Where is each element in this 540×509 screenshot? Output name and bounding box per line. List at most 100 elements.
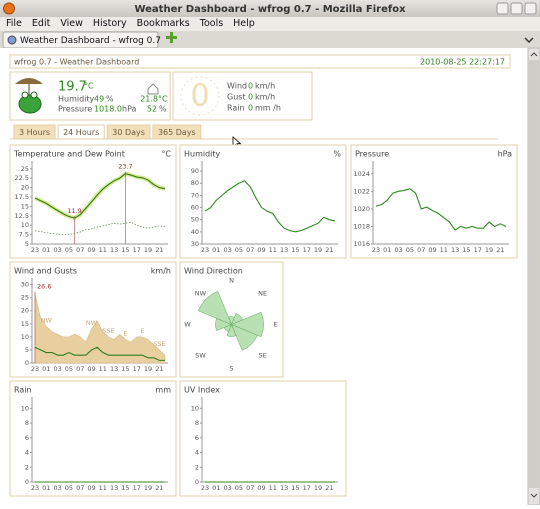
y-tick-label: 1018: [353, 222, 370, 230]
menu-item[interactable]: Tools: [199, 18, 223, 29]
x-tick-label: 21: [155, 484, 163, 492]
line: [204, 180, 336, 233]
x-tick-label: 13: [280, 246, 288, 254]
y-tick-label: 50: [191, 216, 199, 224]
x-tick-label: 15: [291, 484, 299, 492]
period-tab[interactable]: [152, 124, 202, 140]
x-tick-label: 17: [303, 484, 311, 492]
scroll-up[interactable]: [530, 52, 538, 57]
wind-label: Wind: [227, 82, 247, 91]
x-tick-label: 05: [406, 246, 414, 254]
menu-item[interactable]: View: [60, 18, 83, 29]
y-tick-label: 2: [195, 463, 199, 471]
menu-item[interactable]: Help: [233, 18, 255, 29]
direction-label: NE: [258, 289, 267, 297]
x-tick-label: 21: [155, 365, 163, 373]
x-tick-label: 09: [87, 365, 95, 373]
y-tick-label: 30: [21, 281, 29, 289]
y-tick-label: 10: [191, 404, 199, 412]
menu-item[interactable]: Edit: [32, 18, 51, 29]
period-label[interactable]: 24 Hours: [63, 128, 99, 137]
direction-label: S: [229, 365, 233, 373]
maximize[interactable]: [510, 2, 523, 15]
scroll-down[interactable]: [530, 493, 538, 498]
inside-temperature-unit: °C: [158, 95, 168, 104]
chart-title: Wind Direction: [184, 267, 243, 276]
x-tick-label: 07: [246, 484, 254, 492]
new-tab[interactable]: [166, 32, 177, 43]
y-tick-label: 7.5: [19, 231, 29, 239]
wind-unit: km/h: [255, 82, 275, 91]
x-tick-label: 23: [31, 365, 39, 373]
close[interactable]: [524, 2, 537, 15]
chart-unit: mm: [155, 386, 171, 395]
rose-wedge: [230, 311, 264, 338]
tab-title[interactable]: Weather Dashboard - wfrog 0.7: [20, 36, 161, 46]
x-tick-label: 23: [31, 246, 39, 254]
x-tick-label: 09: [257, 484, 265, 492]
pressure-unit: hPa: [122, 105, 137, 114]
title-bar: [0, 0, 540, 17]
chart-box: [179, 380, 347, 497]
rain-label: Rain: [227, 104, 245, 113]
direction-label: N: [229, 277, 234, 285]
point-label: NW: [86, 319, 98, 327]
direction-label: E: [273, 321, 277, 329]
period-label[interactable]: 3 Hours: [19, 128, 50, 137]
x-tick-label: 13: [110, 365, 118, 373]
menu-bar: File Edit View History Bookmarks Tools Help: [6, 18, 255, 29]
menu-item[interactable]: Bookmarks: [137, 18, 190, 29]
chart-box: [9, 380, 177, 497]
period-label[interactable]: 365 Days: [158, 128, 196, 137]
x-tick-label: 13: [110, 246, 118, 254]
y-tick-label: 0: [195, 478, 199, 486]
y-tick-label: 6: [25, 434, 29, 442]
y-tick-label: 15: [21, 320, 29, 328]
x-tick-label: 17: [303, 246, 311, 254]
x-tick-label: 03: [223, 246, 231, 254]
window-buttons[interactable]: [496, 2, 537, 15]
period-tab[interactable]: [13, 124, 56, 140]
x-tick-label: 11: [440, 246, 448, 254]
x-tick-label: 11: [99, 484, 107, 492]
period-label[interactable]: 30 Days: [112, 128, 145, 137]
y-tick-label: 80: [191, 179, 199, 187]
line: [34, 346, 165, 361]
area: [34, 293, 166, 364]
point-label: E: [123, 329, 127, 337]
window-title: Weather Dashboard - wfrog 0.7 - Mozilla …: [134, 4, 406, 15]
y-tick-label: 10: [21, 333, 29, 341]
chart-unit: hPa: [498, 150, 513, 159]
x-tick-label: 23: [372, 246, 380, 254]
x-tick-label: 01: [42, 246, 50, 254]
x-tick-label: 15: [121, 365, 129, 373]
menu-item[interactable]: History: [93, 18, 127, 29]
y-tick-label: 0: [25, 359, 29, 367]
x-tick-label: 03: [53, 365, 61, 373]
period-tab[interactable]: [106, 124, 151, 140]
rose-wedge: [226, 323, 237, 337]
x-tick-label: 13: [110, 484, 118, 492]
header-title: wfrog 0.7 - Weather Dashboard: [14, 58, 139, 67]
rose-wedge: [231, 324, 258, 351]
frog-eye: [21, 91, 29, 99]
humidity: 49: [94, 95, 104, 104]
scroll-thumb[interactable]: [529, 60, 539, 488]
wind-big: 0: [190, 79, 209, 114]
y-tick-label: 10: [21, 221, 29, 229]
x-tick-label: 19: [144, 246, 152, 254]
rose-wedge: [197, 290, 232, 325]
rain-unit: mm /h: [255, 104, 281, 113]
x-tick-label: 11: [269, 246, 277, 254]
minimize[interactable]: [496, 2, 509, 15]
chart-title: UV Index: [184, 386, 220, 395]
y-tick-label: 2: [25, 463, 29, 471]
x-tick-label: 11: [99, 246, 107, 254]
period-tab[interactable]: [57, 124, 105, 140]
tab-list[interactable]: [524, 37, 534, 44]
annotation: 11.9: [67, 207, 81, 215]
x-tick-label: 11: [269, 484, 277, 492]
menu-item[interactable]: File: [6, 18, 22, 29]
